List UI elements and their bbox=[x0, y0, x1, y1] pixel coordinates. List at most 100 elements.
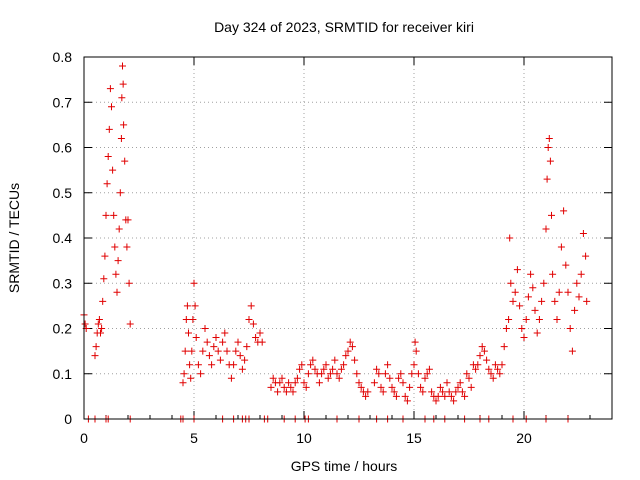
data-point bbox=[557, 243, 565, 251]
data-point bbox=[95, 315, 103, 323]
data-point bbox=[529, 284, 537, 292]
data-point bbox=[412, 347, 420, 355]
data-point bbox=[324, 374, 332, 382]
data-point bbox=[249, 320, 257, 328]
y-tick-label: 0.3 bbox=[53, 275, 73, 291]
axis-ticks: 0 0.1 0.2 0.3 0.4 0.5 0.6 0.7 0.8 0 5 10 15 20 bbox=[53, 49, 613, 446]
data-point bbox=[315, 379, 323, 387]
data-point bbox=[291, 379, 299, 387]
data-point bbox=[205, 352, 213, 360]
data-point bbox=[518, 325, 526, 332]
data-point bbox=[194, 361, 202, 369]
data-point bbox=[375, 370, 383, 378]
data-point bbox=[373, 365, 381, 373]
data-point bbox=[188, 347, 196, 355]
data-point bbox=[280, 383, 288, 391]
data-point bbox=[447, 392, 455, 400]
data-point bbox=[119, 80, 127, 88]
data-point bbox=[230, 361, 238, 369]
data-point bbox=[101, 252, 109, 260]
data-point bbox=[282, 388, 290, 396]
data-point bbox=[180, 370, 188, 378]
data-point bbox=[450, 397, 458, 405]
x-tick-label: 0 bbox=[80, 430, 88, 446]
data-point bbox=[410, 361, 418, 369]
data-point bbox=[221, 329, 229, 337]
data-point bbox=[516, 302, 524, 310]
data-point bbox=[509, 297, 517, 305]
x-tick-label: 10 bbox=[296, 430, 312, 446]
data-point bbox=[403, 397, 411, 405]
data-point bbox=[344, 347, 352, 355]
data-point bbox=[183, 302, 191, 310]
data-point bbox=[269, 374, 277, 382]
data-point bbox=[351, 356, 359, 364]
data-point bbox=[395, 374, 403, 382]
data-point bbox=[505, 315, 513, 323]
data-point bbox=[342, 352, 350, 360]
data-point bbox=[179, 379, 187, 387]
data-point bbox=[421, 374, 429, 382]
data-point bbox=[566, 325, 574, 332]
data-point bbox=[252, 334, 260, 342]
data-point bbox=[190, 279, 198, 287]
x-tick-label: 15 bbox=[406, 430, 422, 446]
data-point bbox=[113, 288, 121, 296]
data-point bbox=[116, 189, 124, 197]
data-point bbox=[100, 275, 108, 283]
data-point bbox=[126, 320, 134, 328]
data-point bbox=[318, 370, 326, 378]
x-tick-label: 20 bbox=[516, 430, 532, 446]
data-point bbox=[102, 211, 110, 219]
data-point bbox=[428, 388, 436, 396]
data-point bbox=[296, 365, 304, 373]
data-point bbox=[110, 211, 118, 219]
data-point bbox=[377, 383, 385, 391]
data-point bbox=[300, 379, 308, 387]
data-point bbox=[476, 352, 484, 360]
data-point bbox=[108, 103, 115, 111]
data-point bbox=[533, 329, 541, 337]
data-point bbox=[216, 356, 224, 364]
data-point bbox=[203, 338, 211, 346]
data-point bbox=[125, 279, 133, 287]
data-point bbox=[545, 134, 553, 142]
data-point bbox=[118, 94, 126, 102]
data-point bbox=[258, 338, 266, 346]
data-point bbox=[112, 270, 120, 278]
data-point bbox=[384, 361, 392, 369]
data-point bbox=[498, 361, 506, 369]
data-point bbox=[562, 261, 570, 269]
data-point bbox=[564, 288, 572, 296]
data-point bbox=[348, 343, 356, 351]
data-point bbox=[494, 365, 502, 373]
data-point bbox=[191, 302, 199, 310]
data-point bbox=[189, 315, 197, 323]
data-point bbox=[511, 288, 519, 296]
data-point bbox=[513, 266, 521, 274]
data-point bbox=[544, 144, 552, 151]
data-point bbox=[399, 379, 407, 387]
data-point bbox=[331, 356, 339, 364]
data-point bbox=[370, 379, 378, 387]
data-point bbox=[401, 392, 409, 400]
data-point bbox=[106, 85, 114, 93]
data-point bbox=[491, 361, 499, 369]
data-point bbox=[285, 379, 293, 387]
data-point bbox=[542, 225, 550, 233]
data-point bbox=[109, 166, 117, 174]
data-point bbox=[364, 388, 372, 396]
data-point bbox=[549, 270, 557, 278]
data-point bbox=[414, 370, 422, 378]
data-point bbox=[353, 370, 361, 378]
plot-frame bbox=[83, 56, 613, 420]
data-point bbox=[322, 361, 330, 369]
data-point bbox=[432, 397, 440, 405]
data-point bbox=[236, 352, 244, 360]
data-point bbox=[560, 207, 568, 215]
data-point bbox=[390, 388, 398, 396]
data-point bbox=[392, 392, 400, 400]
data-point bbox=[483, 356, 491, 364]
data-point bbox=[232, 347, 240, 355]
data-point bbox=[543, 175, 551, 183]
